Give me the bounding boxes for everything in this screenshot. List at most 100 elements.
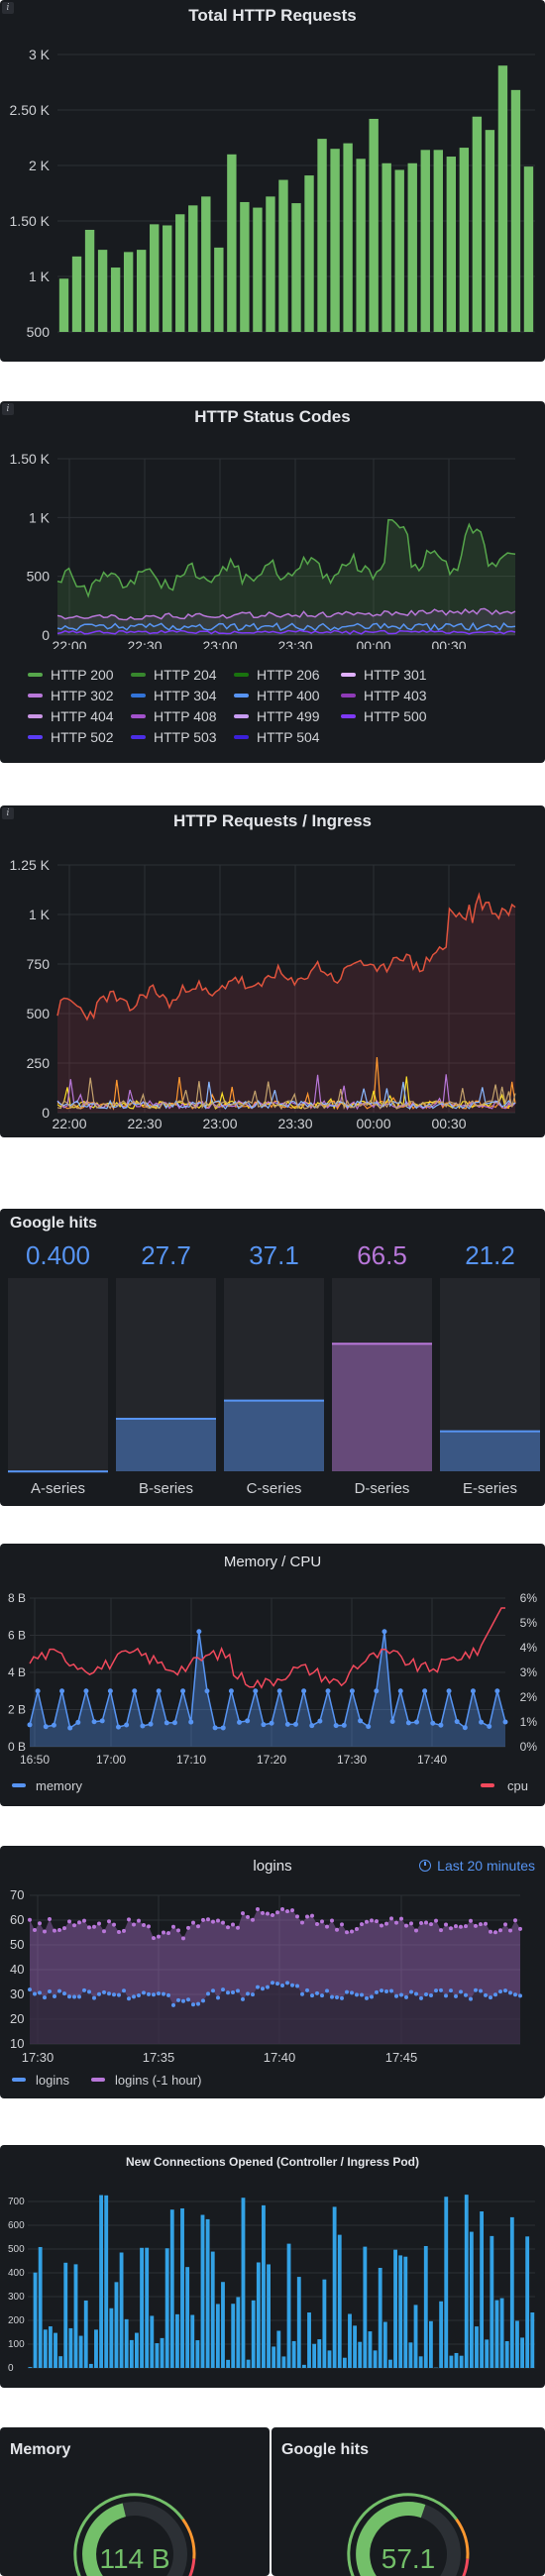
bar — [510, 89, 521, 332]
data-point — [67, 1725, 73, 1731]
y-tick-label: 1.25 K — [10, 857, 51, 873]
legend-swatch — [12, 1783, 26, 1787]
legend-item[interactable]: HTTP 499 — [234, 708, 320, 724]
data-point — [484, 1921, 488, 1926]
bar — [348, 2313, 352, 2368]
y-tick-label: 1 K — [29, 268, 51, 284]
data-point — [518, 1993, 522, 1998]
data-point — [171, 1720, 177, 1726]
x-tick-label: 17:45 — [385, 2050, 418, 2065]
x-tick-label: 23:00 — [202, 1116, 237, 1131]
data-point — [132, 1994, 136, 1999]
legend-item[interactable]: HTTP 206 — [234, 667, 320, 683]
info-icon[interactable]: i — [2, 403, 14, 415]
legend-item[interactable]: HTTP 503 — [131, 729, 217, 745]
data-point — [57, 1988, 61, 1993]
data-point — [454, 1719, 460, 1725]
legend-item[interactable]: HTTP 408 — [131, 708, 217, 724]
data-point — [479, 1719, 485, 1725]
y-tick-label: 6% — [520, 1591, 538, 1605]
data-point — [201, 1998, 205, 2003]
panel-title: logins — [253, 1858, 292, 1875]
data-point — [280, 1907, 284, 1912]
data-point — [350, 1929, 354, 1934]
google-hits-gauge: 57.1 — [347, 2493, 470, 2576]
data-point — [330, 1994, 334, 1999]
bar — [332, 2206, 337, 2368]
data-point — [284, 1721, 290, 1727]
data-point — [204, 1688, 210, 1694]
legend-item[interactable]: HTTP 500 — [341, 708, 427, 724]
x-tick-label: 17:35 — [143, 2050, 175, 2065]
legend-item[interactable]: HTTP 200 — [28, 667, 114, 683]
data-point — [212, 1725, 218, 1731]
data-point — [211, 1919, 215, 1924]
data-point — [309, 1723, 315, 1729]
data-point — [82, 1987, 86, 1992]
data-point — [266, 1911, 270, 1916]
bar — [373, 2350, 378, 2368]
data-point — [53, 1993, 56, 1998]
data-point — [152, 1992, 156, 1997]
bar — [281, 2356, 286, 2368]
gauge-value: 57.1 — [382, 2543, 436, 2574]
data-point — [67, 1994, 71, 1999]
legend-item[interactable]: HTTP 502 — [28, 729, 114, 745]
data-point — [405, 1720, 411, 1726]
legend-label: logins (-1 hour) — [115, 2073, 201, 2088]
legend-swatch — [91, 2078, 105, 2082]
data-point — [285, 1981, 289, 1986]
legend-item[interactable]: HTTP 304 — [131, 688, 217, 703]
legend-item[interactable]: HTTP 404 — [28, 708, 114, 724]
data-point — [188, 1719, 194, 1725]
data-point — [399, 1992, 403, 1997]
bar — [253, 207, 263, 332]
bar — [378, 2267, 382, 2368]
bar — [301, 2364, 306, 2368]
panel-title: Google hits — [281, 2441, 369, 2458]
data-point — [87, 1925, 91, 1930]
x-tick-label: 22:00 — [52, 638, 86, 649]
data-point — [107, 1991, 111, 1996]
bar — [459, 2355, 464, 2368]
data-point — [196, 1629, 202, 1635]
google-hits-panel: Google hits 0.400 A-series 27.7 B-series 37.… — [0, 1209, 545, 1506]
legend-item[interactable]: HTTP 400 — [234, 688, 320, 703]
data-point — [513, 1992, 517, 1997]
legend-item[interactable]: HTTP 403 — [341, 688, 427, 703]
time-range-picker[interactable]: Last 20 minutes — [419, 1858, 535, 1874]
data-point — [494, 1688, 500, 1694]
info-icon[interactable]: i — [2, 807, 14, 819]
data-point — [216, 1995, 220, 2000]
data-point — [414, 1928, 418, 1933]
data-point — [132, 1922, 136, 1927]
y-tick-label: 10 — [10, 2036, 24, 2051]
data-point — [419, 1995, 423, 2000]
bar — [256, 2262, 261, 2368]
data-point — [459, 1924, 463, 1929]
x-tick-label: 22:30 — [127, 638, 162, 649]
data-point — [261, 1910, 265, 1915]
data-point — [236, 1925, 240, 1930]
bar — [246, 2359, 251, 2368]
info-icon[interactable]: i — [2, 2, 14, 14]
data-point — [350, 1990, 354, 1995]
legend-swatch — [234, 735, 249, 739]
bar — [28, 2367, 33, 2368]
x-tick-label: 00:00 — [356, 1116, 390, 1131]
bar — [469, 2231, 474, 2368]
bar — [190, 2314, 195, 2368]
legend-item[interactable]: HTTP 301 — [341, 667, 427, 683]
data-point — [92, 1995, 96, 2000]
data-point — [382, 1629, 387, 1635]
bar — [317, 139, 327, 332]
legend-item[interactable]: HTTP 204 — [131, 667, 217, 683]
legend-label: HTTP 403 — [364, 688, 427, 703]
bar — [43, 2329, 48, 2368]
y-tick-label: 0 — [8, 2363, 14, 2374]
bar — [499, 2298, 504, 2368]
legend-item[interactable]: HTTP 302 — [28, 688, 114, 703]
x-tick-label: 17:40 — [417, 1753, 447, 1767]
bar — [490, 2235, 494, 2368]
legend-item[interactable]: HTTP 504 — [234, 729, 320, 745]
